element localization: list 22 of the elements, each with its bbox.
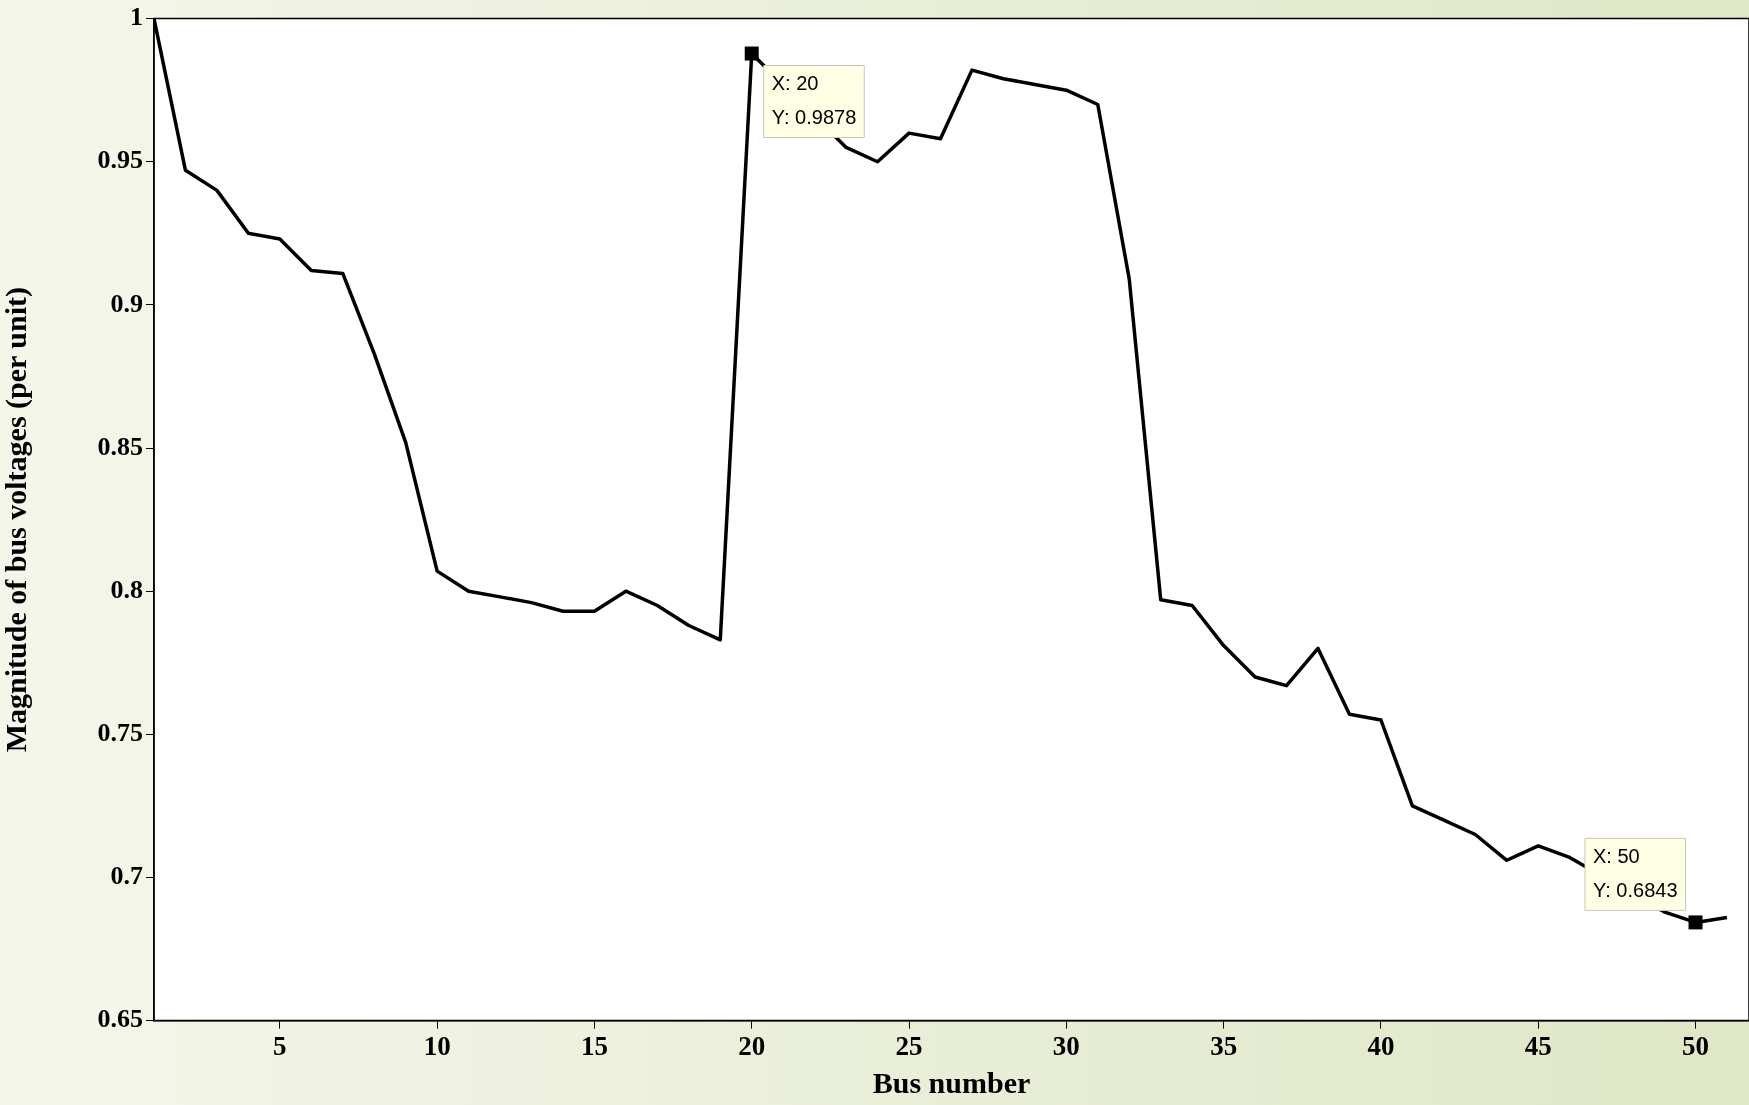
annotation: X: 20 Y: 0.9878 [771,72,857,129]
x-tick-label: 20 [738,1030,766,1061]
x-tick-label: 5 [273,1030,287,1061]
y-tick-label: 1 [130,2,143,32]
y-tick-label: 0.9 [110,288,143,318]
x-tick-label: 35 [1210,1030,1238,1061]
y-tick-label: 0.8 [110,574,143,604]
x-tick-label: 50 [1682,1030,1710,1061]
x-axis-title: Bus number [872,1065,1031,1099]
annotation: X: 50 Y: 0.6843 [1593,844,1678,901]
x-tick-label: 10 [423,1030,451,1061]
x-tick-label: 15 [580,1030,608,1061]
x-tick-label: 25 [895,1030,923,1061]
y-tick-label: 0.95 [97,145,143,175]
y-tick-label: 0.75 [97,718,143,748]
x-tick-label: 30 [1052,1030,1080,1061]
y-tick-label: 0.7 [110,861,143,891]
y-tick-label: 0.85 [97,431,143,461]
x-tick-label: 40 [1367,1030,1395,1061]
y-axis-title: Magnitude of bus voltages (per unit) [0,286,33,753]
y-tick-label: 0.65 [97,1004,143,1034]
x-tick-label: 45 [1524,1030,1552,1061]
